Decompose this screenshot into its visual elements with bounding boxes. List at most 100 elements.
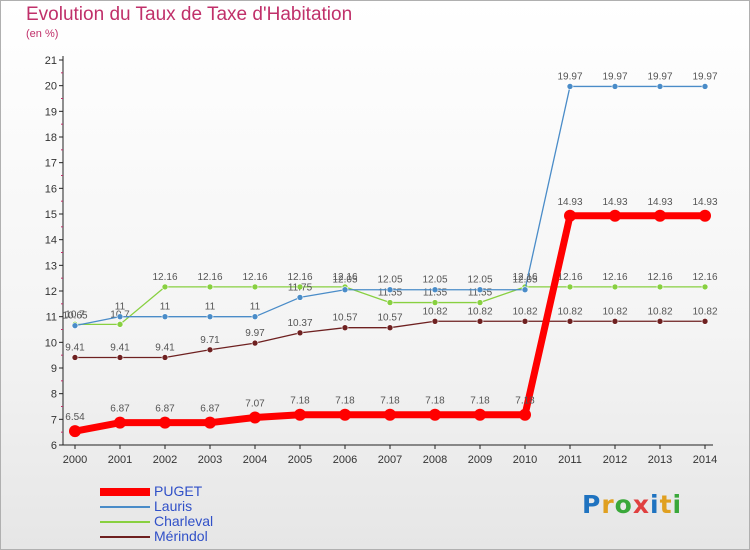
data-label-puget: 6.87	[110, 404, 130, 415]
data-point-lauris	[476, 286, 484, 294]
data-label-lauris: 12.05	[422, 275, 447, 286]
y-tick-label: 9	[51, 363, 57, 375]
data-label-puget: 7.07	[245, 399, 265, 410]
y-tick-label: 17	[45, 158, 57, 170]
data-point-lauris	[251, 313, 259, 320]
x-tick-label: 2009	[468, 454, 492, 466]
data-point-merindol	[386, 324, 394, 332]
data-label-lauris: 19.97	[647, 71, 672, 82]
data-label-charleval: 11.55	[468, 288, 493, 299]
data-label-puget: 7.18	[515, 396, 535, 407]
data-label-puget: 7.18	[380, 396, 400, 407]
y-tick-label: 19	[45, 106, 57, 118]
y-tick-label: 16	[45, 183, 57, 195]
legend-swatch	[100, 487, 150, 496]
legend-label: Mérindol	[154, 528, 208, 544]
y-tick-label: 10	[45, 337, 57, 349]
data-label-merindol: 9.41	[110, 342, 130, 353]
data-label-puget: 6.54	[65, 412, 85, 423]
data-point-puget	[564, 209, 576, 222]
legend-label: Charleval	[154, 513, 214, 529]
data-point-lauris	[566, 83, 574, 90]
legend-swatch	[100, 505, 150, 508]
data-label-merindol: 10.82	[557, 306, 582, 317]
data-point-charleval	[251, 283, 259, 291]
y-tick-label: 15	[45, 209, 57, 221]
legend-item-charleval: Charleval	[100, 514, 213, 529]
data-label-charleval: 12.16	[602, 272, 627, 283]
data-point-merindol	[521, 317, 529, 325]
y-tick-label: 8	[51, 389, 57, 401]
data-point-lauris	[296, 294, 304, 301]
data-label-charleval: 12.16	[287, 272, 312, 283]
legend-label: PUGET	[154, 483, 203, 499]
data-label-charleval: 12.16	[647, 272, 672, 283]
data-point-puget	[249, 411, 261, 424]
data-point-lauris	[206, 313, 214, 320]
data-label-merindol: 9.97	[245, 328, 265, 339]
data-label-lauris: 11.75	[288, 282, 313, 293]
data-label-puget: 7.18	[425, 396, 445, 407]
x-tick-label: 2011	[558, 454, 582, 466]
data-point-puget	[654, 209, 666, 222]
data-point-merindol	[116, 354, 124, 361]
x-tick-label: 2013	[648, 454, 672, 466]
data-point-puget	[339, 408, 351, 421]
y-tick-label: 18	[45, 132, 57, 144]
data-label-puget: 6.87	[155, 404, 175, 415]
data-point-charleval	[116, 321, 124, 328]
data-point-puget	[609, 209, 621, 222]
data-point-charleval	[656, 283, 664, 291]
data-label-merindol: 9.41	[65, 342, 85, 353]
data-point-merindol	[251, 339, 259, 347]
data-label-charleval: 10.7	[65, 309, 85, 320]
data-point-lauris	[116, 313, 124, 320]
data-point-puget	[699, 209, 711, 222]
x-tick-label: 2012	[603, 454, 627, 466]
y-tick-label: 7	[51, 414, 57, 426]
data-point-merindol	[71, 354, 79, 361]
x-tick-label: 2007	[378, 454, 402, 466]
data-point-lauris	[386, 286, 394, 294]
data-point-puget	[429, 408, 441, 421]
data-label-charleval: 12.16	[242, 272, 267, 283]
data-label-merindol: 10.82	[602, 306, 627, 317]
x-tick-label: 2004	[243, 454, 267, 466]
data-point-puget	[69, 425, 81, 438]
data-label-merindol: 10.37	[287, 318, 312, 329]
legend-item-lauris: Lauris	[100, 499, 213, 514]
data-point-puget	[159, 416, 171, 429]
data-label-lauris: 11	[205, 302, 216, 313]
data-label-puget: 7.18	[290, 396, 310, 407]
data-label-lauris: 12.05	[377, 275, 402, 286]
proxiti-logo: Proxiti	[582, 490, 683, 519]
data-point-puget	[114, 416, 126, 429]
y-tick-label: 21	[45, 55, 57, 67]
y-tick-label: 20	[45, 81, 57, 93]
data-label-merindol: 10.82	[647, 306, 672, 317]
data-point-puget	[204, 416, 216, 429]
data-point-lauris	[701, 83, 709, 90]
data-label-charleval: 11.55	[378, 288, 403, 299]
data-label-lauris: 19.97	[602, 71, 627, 82]
data-label-lauris: 19.97	[557, 71, 582, 82]
data-label-lauris: 12.05	[467, 275, 492, 286]
data-label-charleval: 12.16	[557, 272, 582, 283]
data-point-lauris	[341, 286, 349, 294]
data-label-merindol: 9.71	[200, 335, 220, 346]
legend: PUGET Lauris Charleval Mérindol	[100, 484, 213, 544]
x-tick-label: 2000	[63, 454, 87, 466]
data-label-lauris: 12.05	[512, 275, 537, 286]
x-tick-label: 2005	[288, 454, 312, 466]
legend-swatch	[100, 520, 150, 523]
data-point-merindol	[431, 317, 439, 325]
data-point-charleval	[431, 299, 439, 306]
data-label-puget: 14.93	[647, 197, 672, 208]
data-point-charleval	[476, 299, 484, 306]
data-point-lauris	[611, 83, 619, 90]
chart-title: Evolution du Taux de Taxe d'Habitation	[26, 4, 353, 25]
data-label-charleval: 12.16	[692, 272, 717, 283]
y-tick-label: 13	[45, 260, 57, 272]
data-label-puget: 6.87	[200, 404, 220, 415]
data-point-merindol	[476, 317, 484, 325]
